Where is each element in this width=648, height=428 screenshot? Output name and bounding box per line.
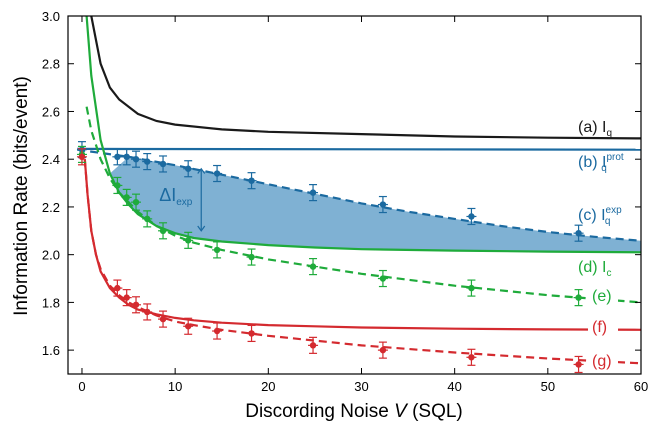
point-c-4 [142,152,153,171]
point-c-8 [246,172,257,190]
curve-e [85,106,641,304]
point-g-9 [308,336,319,354]
delta-arrow-head-down [197,225,206,232]
x-tick-label: 60 [634,379,648,394]
point-c-6 [183,160,194,178]
point-g-8 [246,324,257,343]
point-e-7 [212,241,223,259]
plot-frame [67,15,642,375]
point-c-10 [377,195,388,214]
point-g-4 [142,303,153,321]
label-background-e [588,286,618,306]
point-g-7 [212,322,223,340]
point-e-9 [308,258,319,276]
curve-c [77,148,641,242]
point-g-3 [131,296,142,314]
point-c-2 [121,148,132,166]
point-e-11 [466,279,477,297]
label-background-f [588,317,618,337]
point-g-12 [573,355,584,374]
curve-a [90,16,641,140]
point-c-1 [112,148,123,166]
point-g-5 [158,310,169,328]
point-c-9 [308,184,319,202]
point-e-1 [112,176,123,195]
y-tick-label: 2.4 [42,152,60,167]
y-tick-label: 2.0 [42,248,60,263]
y-tick-label: 2.2 [42,200,60,215]
curve-label-a: (a) Iq [578,119,612,139]
shaded-region-delta-i-exp [109,156,641,253]
curve-label-d: (d) Ic [578,259,611,279]
points-layer [76,141,584,374]
x-tick-label: 50 [541,379,555,394]
x-axis-title: Discording Noise V (SQL) [245,401,463,422]
point-e-2 [121,188,132,206]
y-tick-label: 3.0 [42,9,60,24]
shaded-region-layer [109,156,641,253]
x-tick-label: 40 [447,379,461,394]
curve-b [77,147,641,151]
delta-arrow-head-up [197,167,206,174]
point-c-11 [466,207,477,226]
point-e-8 [246,248,257,266]
curve-label-b: (b) Iprot q [578,152,624,174]
curve-labels-layer: (a) Iq (b) Iprot q (c) Iexp q (d) Ic (e) (f) (g) [578,119,624,371]
point-e-6 [183,231,194,249]
y-tick-label: 1.6 [42,343,60,358]
point-g-10 [377,341,388,359]
point-c-12 [573,224,584,242]
curve-label-e: (e) [592,288,612,305]
y-tick-label: 2.8 [42,57,60,72]
y-tick-label: 2.6 [42,104,60,119]
x-tick-label: 10 [168,379,182,394]
x-tick-label: 20 [261,379,275,394]
point-e-4 [142,210,153,228]
point-g-6 [183,317,194,335]
delta-i-exp-label: ΔIexp [159,185,193,208]
point-e-10 [377,269,388,288]
point-g-11 [466,348,477,366]
x-tick-label: 30 [354,379,368,394]
point-e-3 [131,193,142,211]
point-c-5 [158,155,169,173]
point-e-12 [573,289,584,307]
point-g-2 [121,289,132,307]
curves-layer [77,16,641,365]
x-tick-label: 0 [78,379,85,394]
point-e-5 [158,222,169,240]
point-c-7 [212,164,223,183]
point-g-0 [76,148,87,166]
point-c-3 [131,150,142,168]
label-background-g [588,351,618,371]
curve-g [83,159,641,365]
curve-d [85,16,641,254]
point-g-1 [112,279,123,297]
curve-label-f: (f) [592,319,607,336]
y-axis-title: Information Rate (bits/event) [11,76,32,316]
curve-label-g: (g) [592,353,612,370]
annotation-layer: ΔIexp [159,167,206,232]
y-tick-label: 1.8 [42,295,60,310]
curve-label-c: (c) Iexp q [578,205,622,227]
ticks-layer: 0 10 20 30 40 50 60 1.6 1.8 2.0 2.2 2.4 2.6 2.8 3.0 [42,9,648,394]
